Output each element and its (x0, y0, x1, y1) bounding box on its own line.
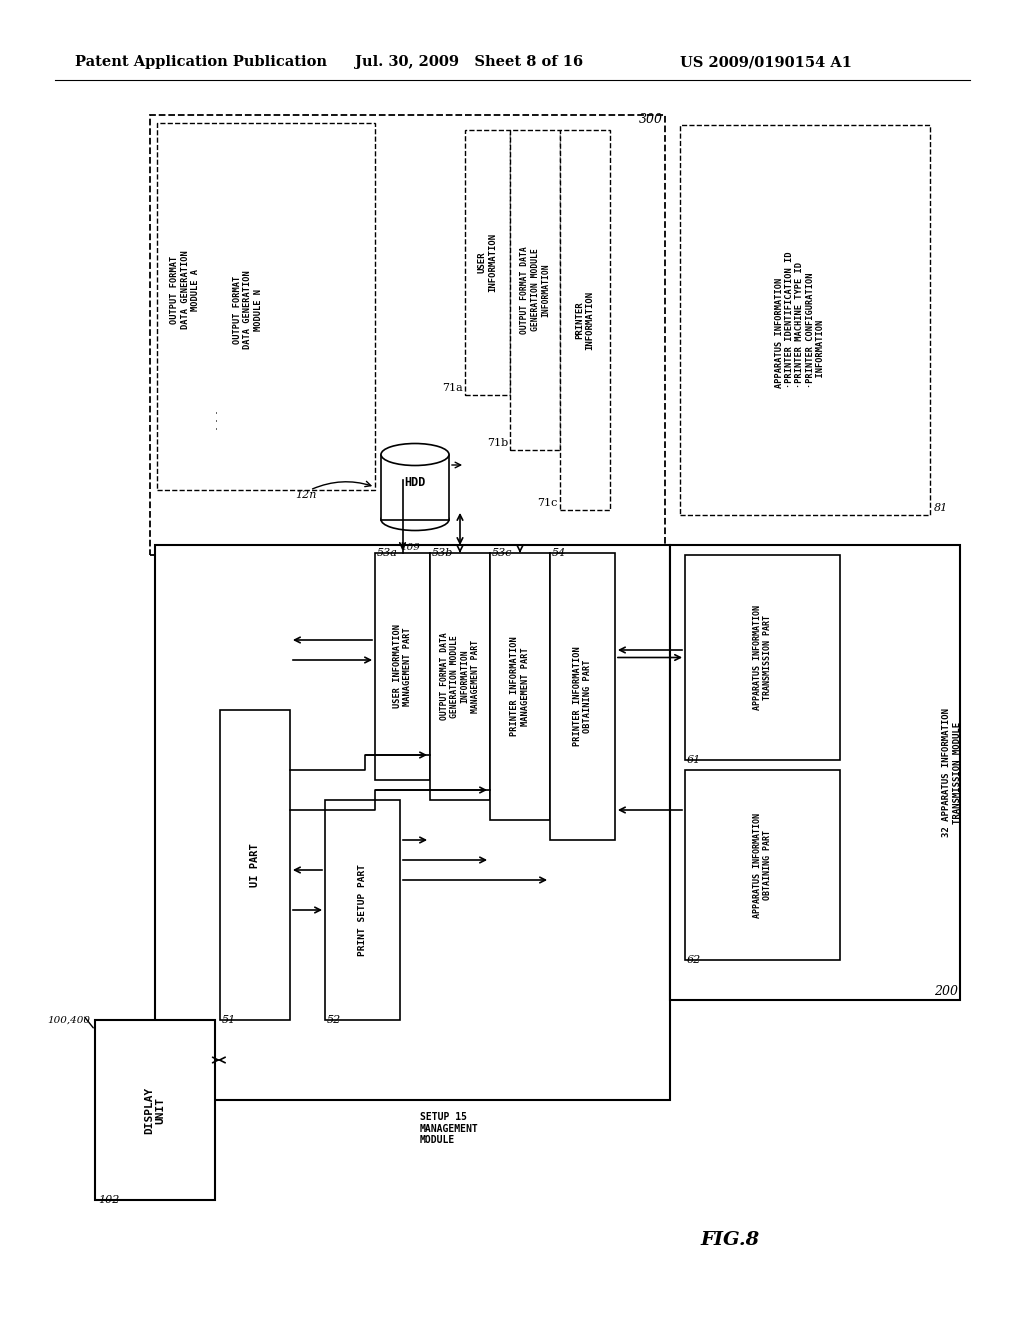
Text: SETUP 15
MANAGEMENT
MODULE: SETUP 15 MANAGEMENT MODULE (420, 1111, 479, 1146)
Bar (560, 129, 610, 510)
Text: 102: 102 (98, 1195, 120, 1205)
Text: 32 APPARATUS INFORMATION
TRANSMISSION MODULE: 32 APPARATUS INFORMATION TRANSMISSION MO… (942, 708, 962, 837)
Text: OUTPUT FORMAT
DATA GENERATION
MODULE A: OUTPUT FORMAT DATA GENERATION MODULE A (170, 251, 200, 330)
Text: 52: 52 (327, 1015, 341, 1026)
Bar (375, 553, 430, 780)
Text: 300: 300 (639, 114, 663, 125)
Text: OUTPUT FORMAT
DATA GENERATION
MODULE N: OUTPUT FORMAT DATA GENERATION MODULE N (233, 271, 263, 350)
Text: PRINT SETUP PART: PRINT SETUP PART (358, 865, 367, 956)
Text: 12n: 12n (295, 490, 316, 500)
Bar (465, 129, 510, 395)
Text: 53b: 53b (432, 548, 454, 558)
Bar (685, 770, 840, 960)
Text: HDD: HDD (404, 475, 426, 488)
Text: DISPLAY
UNIT: DISPLAY UNIT (144, 1086, 166, 1134)
Ellipse shape (381, 508, 449, 531)
Bar (670, 545, 961, 1001)
Text: APPARATUS INFORMATION
·PRINTER IDENTIFICATION ID
·PRINTER MACHINE TYPE ID
·PRINT: APPARATUS INFORMATION ·PRINTER IDENTIFIC… (775, 252, 825, 388)
Bar (510, 129, 560, 450)
Bar (325, 800, 400, 1020)
Bar (490, 553, 550, 820)
Bar (220, 710, 290, 1020)
Bar (150, 115, 665, 554)
Bar (381, 454, 449, 520)
Bar (157, 123, 375, 490)
Text: OUTPUT FORMAT DATA
GENERATION MODULE
INFORMATION: OUTPUT FORMAT DATA GENERATION MODULE INF… (520, 246, 550, 334)
Text: 53c: 53c (492, 548, 512, 558)
Bar (155, 545, 670, 1100)
Text: PRINTER INFORMATION
MANAGEMENT PART: PRINTER INFORMATION MANAGEMENT PART (510, 636, 529, 737)
Text: 53a: 53a (377, 548, 398, 558)
Text: 54: 54 (552, 548, 566, 558)
Bar (680, 125, 930, 515)
Text: APPARATUS INFORMATION
TRANSMISSION PART: APPARATUS INFORMATION TRANSMISSION PART (753, 605, 772, 710)
Text: OUTPUT FORMAT DATA
GENERATION MODULE
INFORMATION
MANAGEMENT PART: OUTPUT FORMAT DATA GENERATION MODULE INF… (440, 632, 480, 721)
Text: 100,400: 100,400 (47, 1016, 90, 1026)
Text: PRINTER
INFORMATION: PRINTER INFORMATION (575, 290, 595, 350)
Text: 51: 51 (222, 1015, 237, 1026)
Text: 71c: 71c (538, 498, 558, 508)
Text: PRINTER INFORMATION
OBTAINING PART: PRINTER INFORMATION OBTAINING PART (572, 647, 592, 746)
Text: UI PART: UI PART (250, 843, 260, 887)
Text: 61: 61 (687, 755, 701, 766)
Ellipse shape (381, 444, 449, 466)
Bar (550, 553, 615, 840)
Text: US 2009/0190154 A1: US 2009/0190154 A1 (680, 55, 852, 69)
Text: 71b: 71b (486, 438, 508, 447)
Text: USER INFORMATION
MANAGEMENT PART: USER INFORMATION MANAGEMENT PART (393, 624, 413, 709)
Text: Jul. 30, 2009   Sheet 8 of 16: Jul. 30, 2009 Sheet 8 of 16 (355, 55, 583, 69)
Text: FIG.8: FIG.8 (700, 1232, 760, 1249)
Text: 62: 62 (687, 954, 701, 965)
Bar (430, 553, 490, 800)
Text: 71a: 71a (442, 383, 463, 393)
Text: 200: 200 (934, 985, 958, 998)
Bar (685, 554, 840, 760)
Text: 109: 109 (400, 543, 420, 552)
Text: . . .: . . . (209, 411, 221, 430)
Text: 81: 81 (934, 503, 948, 513)
Text: APPARATUS INFORMATION
OBTAINING PART: APPARATUS INFORMATION OBTAINING PART (753, 813, 772, 917)
Bar (95, 1020, 215, 1200)
Text: Patent Application Publication: Patent Application Publication (75, 55, 327, 69)
Text: USER
INFORMATION: USER INFORMATION (478, 232, 498, 292)
